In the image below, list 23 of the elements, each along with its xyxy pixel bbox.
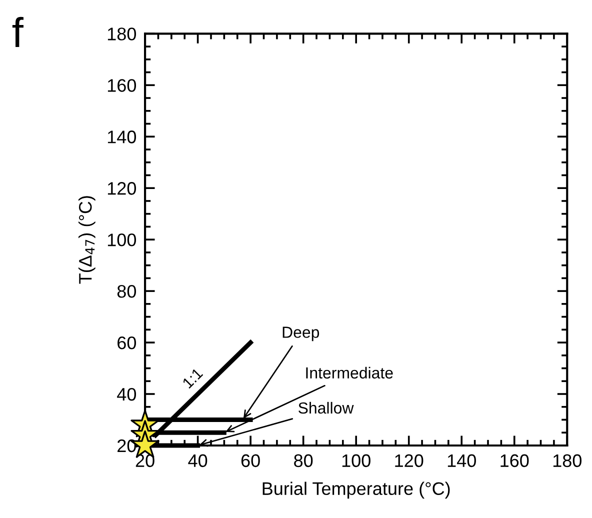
x-tick-label: 100 xyxy=(342,454,370,468)
y-tick-label: 80 xyxy=(117,284,136,298)
y-tick-label: 40 xyxy=(117,388,136,401)
annotation: Intermediate xyxy=(306,366,393,379)
x-tick-label: 160 xyxy=(500,454,529,468)
x-tick-label: 80 xyxy=(294,454,313,468)
x-tick-label: 180 xyxy=(553,454,582,468)
x-axis-title: Burial Temperature (°C) xyxy=(262,482,450,499)
y-tick-label: 180 xyxy=(108,28,136,40)
x-tick-label: 40 xyxy=(188,454,208,468)
annotation: 1:1 xyxy=(182,368,204,389)
y-tick-label: 140 xyxy=(108,130,136,144)
x-tick-label: 120 xyxy=(395,454,424,468)
y-tick-label: 60 xyxy=(118,336,136,350)
y-tick-label: 120 xyxy=(108,182,136,195)
annotation: Deep xyxy=(282,326,320,342)
y-axis-title: T(Δ$_{47}$) (°C) xyxy=(78,196,96,284)
x-tick-label: 60 xyxy=(241,454,260,468)
x-tick-label: 140 xyxy=(448,454,476,468)
y-tick-label: 160 xyxy=(108,79,136,92)
text: f xyxy=(12,16,24,48)
annotation: Shallow xyxy=(298,402,354,414)
y-tick-label: 100 xyxy=(108,234,136,246)
